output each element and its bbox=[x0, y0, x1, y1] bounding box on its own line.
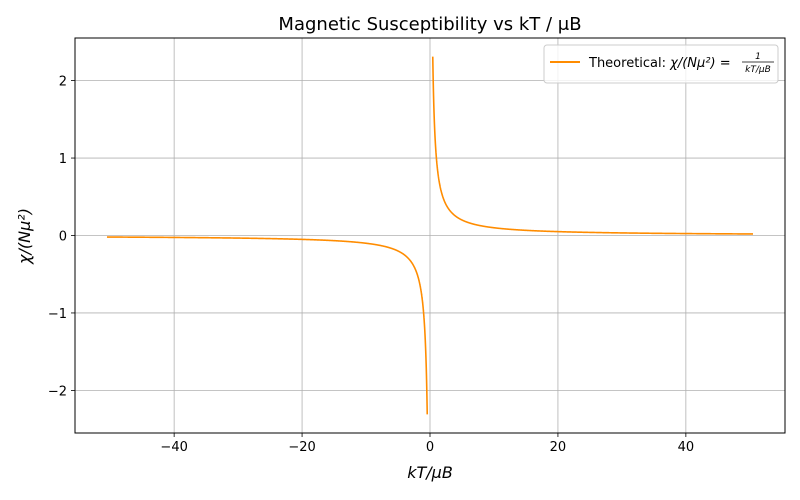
legend-label: Theoretical: χ/(Nμ²) = bbox=[588, 56, 731, 71]
x-tick-label: 0 bbox=[426, 440, 434, 455]
y-axis-label: χ/(Nμ²) bbox=[15, 208, 34, 265]
x-tick-label: 20 bbox=[550, 440, 567, 455]
legend-fraction-denominator: kT/μB bbox=[745, 65, 771, 75]
y-axis-ticks: −2 −1 0 1 2 bbox=[48, 75, 75, 399]
series-line-negative-branch bbox=[106, 236, 429, 415]
x-tick-label: −20 bbox=[288, 440, 315, 455]
x-tick-label: −40 bbox=[160, 440, 187, 455]
y-tick-label: 2 bbox=[59, 75, 67, 90]
y-tick-label: −1 bbox=[48, 307, 67, 322]
x-tick-label: 40 bbox=[678, 440, 695, 455]
legend-lhs: χ/(Nμ²) = bbox=[669, 56, 730, 71]
x-axis-label: kT/μB bbox=[407, 463, 453, 482]
y-tick-label: −2 bbox=[48, 384, 67, 399]
series-line-positive-branch bbox=[431, 56, 754, 235]
y-tick-label: 1 bbox=[59, 152, 67, 167]
legend-prefix: Theoretical: bbox=[588, 56, 670, 71]
y-tick-label: 0 bbox=[59, 230, 67, 245]
legend-fraction-numerator: 1 bbox=[755, 52, 761, 62]
chart-title: Magnetic Susceptibility vs kT / μB bbox=[278, 14, 581, 35]
legend: Theoretical: χ/(Nμ²) = 1 kT/μB bbox=[543, 44, 779, 84]
x-axis-ticks: −40 −20 0 20 40 bbox=[160, 433, 694, 455]
legend-box bbox=[543, 44, 779, 84]
series-group bbox=[106, 56, 754, 415]
